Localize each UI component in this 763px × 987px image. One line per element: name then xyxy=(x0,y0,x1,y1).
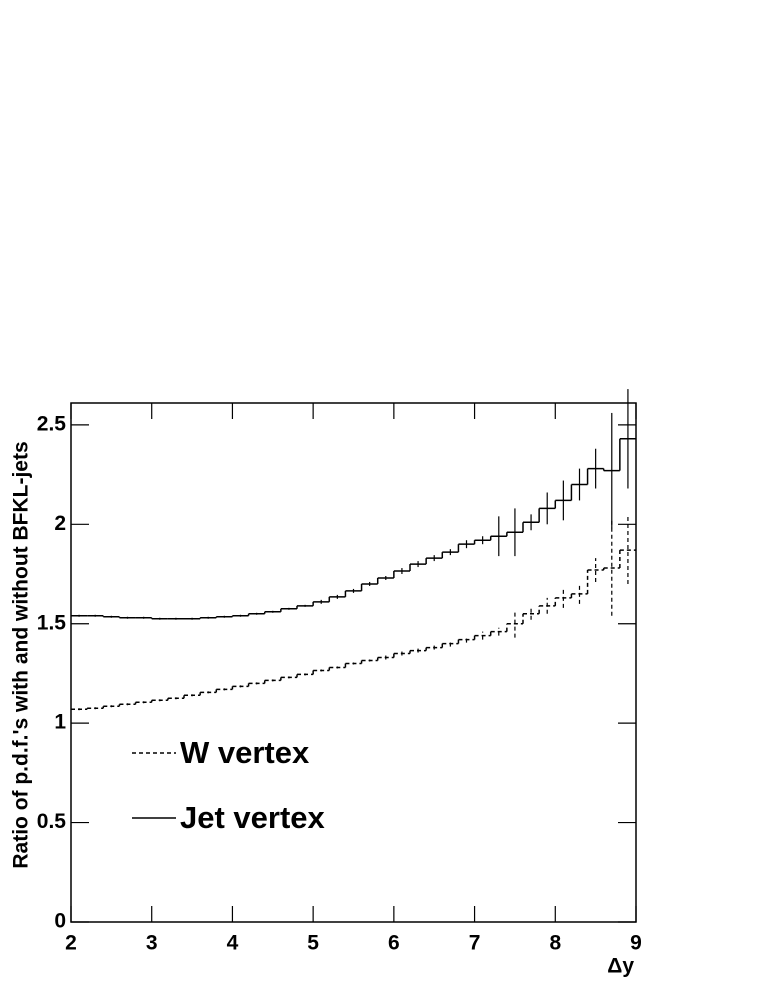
y-tick-label: 0 xyxy=(54,910,66,933)
x-tick-label: 5 xyxy=(307,932,319,955)
x-tick-label: 3 xyxy=(146,932,158,955)
y-tick-label: 2 xyxy=(54,512,66,535)
x-tick-label: 2 xyxy=(65,932,77,955)
y-tick-label: 0.5 xyxy=(37,810,67,833)
x-tick-label: 7 xyxy=(469,932,481,955)
x-tick-label: 9 xyxy=(630,932,642,955)
y-axis-label: Ratio of p.d.f.'s with and without BFKL-… xyxy=(10,441,33,868)
x-tick-label: 4 xyxy=(227,932,239,955)
x-tick-label: 6 xyxy=(388,932,400,955)
x-axis-label: Δy xyxy=(607,955,634,978)
y-tick-label: 1 xyxy=(54,711,66,734)
y-tick-label: 2.5 xyxy=(37,412,67,435)
y-tick-label: 1.5 xyxy=(37,611,67,634)
legend-label: Jet vertex xyxy=(180,800,326,835)
legend-label: W vertex xyxy=(180,735,310,770)
x-tick-label: 8 xyxy=(549,932,561,955)
plot-frame xyxy=(70,402,637,923)
